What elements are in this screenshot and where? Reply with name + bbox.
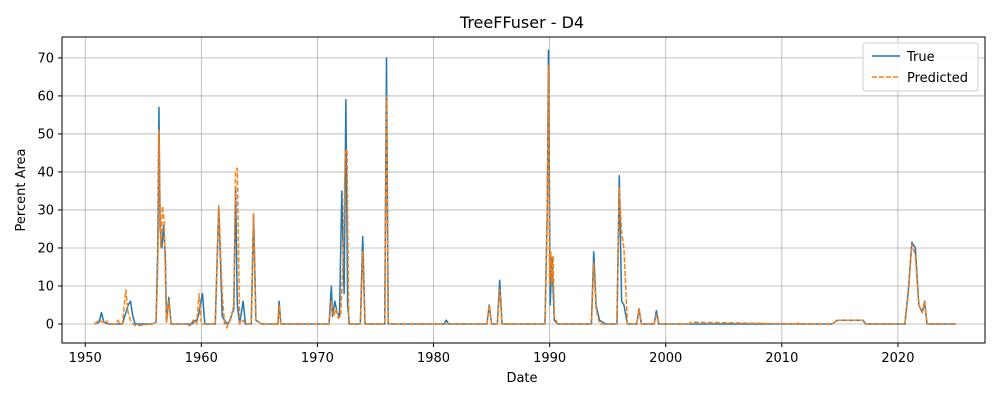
chart-title: TreeFFuser - D4 [459, 13, 584, 32]
y-tick-label: 50 [37, 127, 54, 142]
y-tick-label: 20 [37, 241, 54, 256]
y-tick-label: 30 [37, 203, 54, 218]
legend-label-predicted: Predicted [907, 71, 968, 86]
grid [62, 37, 985, 343]
plot-area-frame [61, 36, 986, 344]
x-tick-label: 1950 [69, 351, 102, 366]
x-tick-label: 2010 [765, 351, 798, 366]
x-tick-label: 2000 [649, 351, 682, 366]
y-tick-label: 60 [37, 89, 54, 104]
x-tick-label: 1960 [185, 351, 218, 366]
legend: True Predicted [862, 42, 979, 92]
series-layer [94, 49, 956, 329]
legend-box [862, 42, 979, 92]
x-tick-label: 1990 [533, 351, 566, 366]
y-tick-label: 10 [37, 279, 54, 294]
y-tick-label: 0 [46, 317, 54, 332]
x-tick-label: 1980 [417, 351, 450, 366]
ticks: 1950 1960 1970 1980 1990 2000 2010 2020 0 10 20 30 4… [37, 51, 914, 366]
y-axis-title: Percent Area [14, 149, 29, 232]
series-line-predicted [94, 64, 956, 329]
x-tick-label: 2020 [881, 351, 914, 366]
y-tick-label: 40 [37, 165, 54, 180]
x-tick-label: 1970 [301, 351, 334, 366]
x-axis-title: Date [506, 371, 537, 386]
legend-label-true: True [906, 50, 935, 65]
y-tick-label: 70 [37, 51, 54, 66]
